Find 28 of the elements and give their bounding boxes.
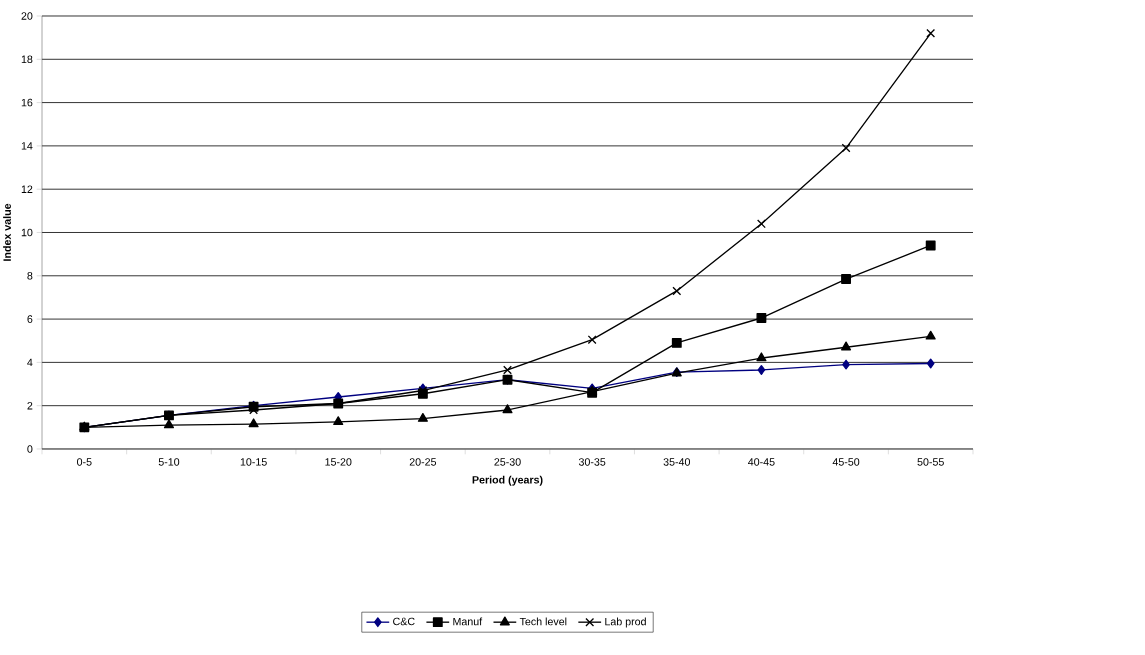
y-tick-label: 8 xyxy=(27,272,33,280)
x-tick-label: 30-35 xyxy=(578,458,606,466)
legend-label: Lab prod xyxy=(605,617,646,628)
x-tick-label: 50-55 xyxy=(917,458,944,466)
y-tick-label: 2 xyxy=(27,401,33,410)
y-tick-label: 10 xyxy=(21,228,33,237)
x-tick-label: 25-30 xyxy=(494,458,521,466)
x-tick-label: 20-25 xyxy=(409,458,437,466)
y-tick-label: 6 xyxy=(27,315,33,323)
x-tick-label: 5-10 xyxy=(158,458,180,466)
y-tick-label: 20 xyxy=(21,12,33,20)
legend-label: C&C xyxy=(393,617,415,626)
x-tick-label: 10-15 xyxy=(240,458,267,466)
y-tick-label: 12 xyxy=(21,185,33,193)
y-tick-label: 0 xyxy=(27,445,33,453)
x-tick-label: 35-40 xyxy=(663,458,690,466)
y-axis-title: Index value xyxy=(3,203,11,261)
x-tick-label: 15-20 xyxy=(325,458,352,466)
y-tick-label: 18 xyxy=(21,55,33,64)
y-tick-label: 16 xyxy=(21,98,33,107)
x-tick-label: 40-45 xyxy=(748,458,775,466)
y-tick-label: 14 xyxy=(21,142,33,150)
x-tick-label: 45-50 xyxy=(832,458,860,466)
legend-label: Manuf xyxy=(453,617,483,626)
x-axis-title: Period (years) xyxy=(472,475,543,486)
x-tick-label: 0-5 xyxy=(77,458,92,466)
y-tick-label: 4 xyxy=(27,358,33,367)
legend-label: Tech level xyxy=(519,617,567,626)
